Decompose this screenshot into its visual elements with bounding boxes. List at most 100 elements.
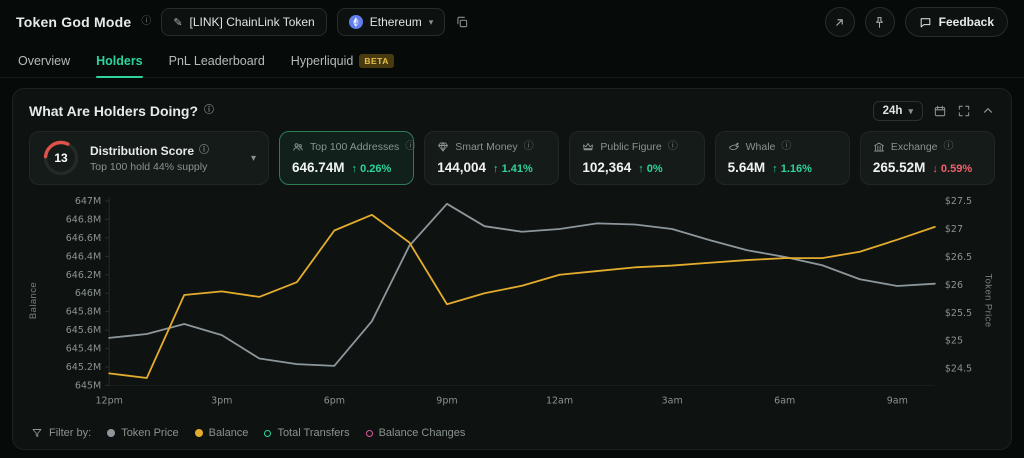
legend-dot xyxy=(264,429,272,437)
funnel-icon xyxy=(32,429,42,438)
info-icon: ⓘ xyxy=(523,141,534,152)
stat-change: ↑ 0% xyxy=(638,163,663,175)
legend-dot xyxy=(365,429,373,437)
info-icon: ⓘ xyxy=(943,141,954,152)
info-icon: ⓘ xyxy=(781,141,792,152)
app-title: Token God Mode xyxy=(16,14,132,30)
share-button[interactable] xyxy=(824,7,855,37)
svg-text:645M: 645M xyxy=(75,380,101,391)
app-header: Token God Mode ⓘ ✎ [LINK] ChainLink Toke… xyxy=(0,0,1024,44)
panel-title: What Are Holders Doing? ⓘ xyxy=(29,103,214,119)
stat-label: Smart Money xyxy=(455,141,518,153)
stat-change: ↓ 0.59% xyxy=(932,163,973,175)
timeframe-selector[interactable]: 24h ▾ xyxy=(872,101,923,121)
svg-text:645.8M: 645.8M xyxy=(66,307,101,318)
filter-balance-changes[interactable]: Balance Changes xyxy=(365,427,466,440)
crown-icon xyxy=(582,141,594,153)
legend-dot xyxy=(194,429,203,438)
filter-balance[interactable]: Balance xyxy=(194,427,248,439)
filter-token-price[interactable]: Token Price xyxy=(107,427,179,439)
panel-title-text: What Are Holders Doing? xyxy=(29,103,199,119)
svg-text:646.8M: 646.8M xyxy=(66,214,101,225)
copy-button[interactable] xyxy=(455,15,469,29)
calendar-button[interactable] xyxy=(933,104,947,118)
svg-text:645.6M: 645.6M xyxy=(66,325,101,336)
people-icon xyxy=(292,141,304,153)
holders-panel: What Are Holders Doing? ⓘ 24h ▾ xyxy=(12,88,1012,451)
chart-canvas[interactable]: 645M 645.2M 645.4M 645.6M 645.8M 646M 646.2M 64… xyxy=(29,191,995,421)
svg-text:$26: $26 xyxy=(945,280,963,291)
stat-card-public-figure[interactable]: Public Figure ⓘ 102,364 ↑ 0% xyxy=(569,131,705,185)
filter-label: Balance Changes xyxy=(378,427,466,440)
edit-icon: ✎ xyxy=(173,16,183,29)
right-axis-title: Token Price xyxy=(982,273,994,328)
left-axis-title: Balance xyxy=(28,281,40,319)
network-label: Ethereum xyxy=(369,15,422,29)
stat-label: Top 100 Addresses xyxy=(310,141,400,153)
stat-card-smart-money[interactable]: Smart Money ⓘ 144,004 ↑ 1.41% xyxy=(424,131,560,185)
stat-card-whale[interactable]: Whale ⓘ 5.64M ↑ 1.16% xyxy=(714,131,850,185)
svg-text:646.4M: 646.4M xyxy=(66,251,101,262)
svg-text:645.4M: 645.4M xyxy=(66,344,101,355)
panel-header: What Are Holders Doing? ⓘ 24h ▾ xyxy=(29,101,995,121)
arrow-up-right-icon xyxy=(836,18,843,26)
tab-label: Holders xyxy=(96,53,143,68)
info-icon: ⓘ xyxy=(199,144,210,156)
svg-text:$24.5: $24.5 xyxy=(945,364,972,375)
distribution-score-card[interactable]: 13 Distribution Score ⓘ Top 100 hold 44%… xyxy=(29,131,269,185)
token-selector-label: [LINK] ChainLink Token xyxy=(189,15,315,29)
fullscreen-icon xyxy=(958,105,970,117)
chevron-up-icon xyxy=(983,108,993,113)
svg-text:646.2M: 646.2M xyxy=(66,270,101,281)
stat-card-top-100-addresses[interactable]: Top 100 Addresses ⓘ 646.74M ↑ 0.26% xyxy=(279,131,416,185)
collapse-button[interactable] xyxy=(981,104,995,118)
distribution-gauge: 13 xyxy=(42,139,80,177)
stat-card-exchange[interactable]: Exchange ⓘ 265.52M ↓ 0.59% xyxy=(859,131,996,185)
tab-bar: Overview Holders PnL Leaderboard Hyperliqui… xyxy=(0,44,1024,78)
timeframe-label: 24h xyxy=(882,105,903,117)
tab-holders[interactable]: Holders xyxy=(96,44,143,78)
svg-text:$26.5: $26.5 xyxy=(945,252,972,263)
svg-text:$25.5: $25.5 xyxy=(945,308,972,319)
tab-pnl-leaderboard[interactable]: PnL Leaderboard xyxy=(169,44,265,77)
svg-text:647M: 647M xyxy=(75,196,101,207)
stat-value: 265.52M xyxy=(872,160,926,175)
feedback-button[interactable]: Feedback xyxy=(904,7,1008,37)
token-selector[interactable]: ✎ [LINK] ChainLink Token xyxy=(161,8,327,36)
bank-icon xyxy=(873,141,885,153)
svg-text:645.2M: 645.2M xyxy=(66,362,101,373)
svg-text:$27: $27 xyxy=(945,224,963,235)
fullscreen-button[interactable] xyxy=(957,104,971,118)
svg-text:12am: 12am xyxy=(546,395,573,406)
info-icon: ⓘ xyxy=(405,141,416,152)
stat-value: 144,004 xyxy=(437,160,487,175)
svg-text:9pm: 9pm xyxy=(436,395,457,406)
tab-hyperliquid[interactable]: Hyperliquid BETA xyxy=(291,44,394,77)
tab-label: PnL Leaderboard xyxy=(168,53,265,68)
stat-label: Public Figure xyxy=(600,141,662,153)
svg-text:12pm: 12pm xyxy=(95,395,122,406)
tab-overview[interactable]: Overview xyxy=(18,44,70,77)
svg-text:9am: 9am xyxy=(887,395,908,406)
network-selector[interactable]: Ethereum ▾ xyxy=(336,8,446,36)
calendar-icon xyxy=(934,105,946,117)
svg-text:646M: 646M xyxy=(75,288,101,299)
filter-total-transfers[interactable]: Total Transfers xyxy=(264,427,350,439)
svg-text:$25: $25 xyxy=(945,336,963,347)
svg-text:3am: 3am xyxy=(662,395,683,406)
stat-change: ↑ 1.41% xyxy=(493,163,533,175)
beta-badge: BETA xyxy=(359,53,394,68)
pin-button[interactable] xyxy=(864,7,895,37)
svg-text:6am: 6am xyxy=(774,395,795,406)
ethereum-icon xyxy=(348,15,363,29)
legend-dot xyxy=(107,429,116,438)
feedback-label: Feedback xyxy=(938,15,994,29)
stat-value: 102,364 xyxy=(582,160,632,175)
distribution-score-label: Distribution Score xyxy=(90,143,195,158)
chevron-down-icon: ▾ xyxy=(908,105,913,116)
svg-text:646.6M: 646.6M xyxy=(66,233,101,244)
distribution-score-value: 13 xyxy=(54,151,68,165)
holders-chart[interactable]: Balance 645M 645.2M 645.4M 645.6M 645.8M 646M… xyxy=(28,191,995,421)
svg-text:$27.5: $27.5 xyxy=(945,196,972,207)
pin-icon xyxy=(876,16,884,28)
